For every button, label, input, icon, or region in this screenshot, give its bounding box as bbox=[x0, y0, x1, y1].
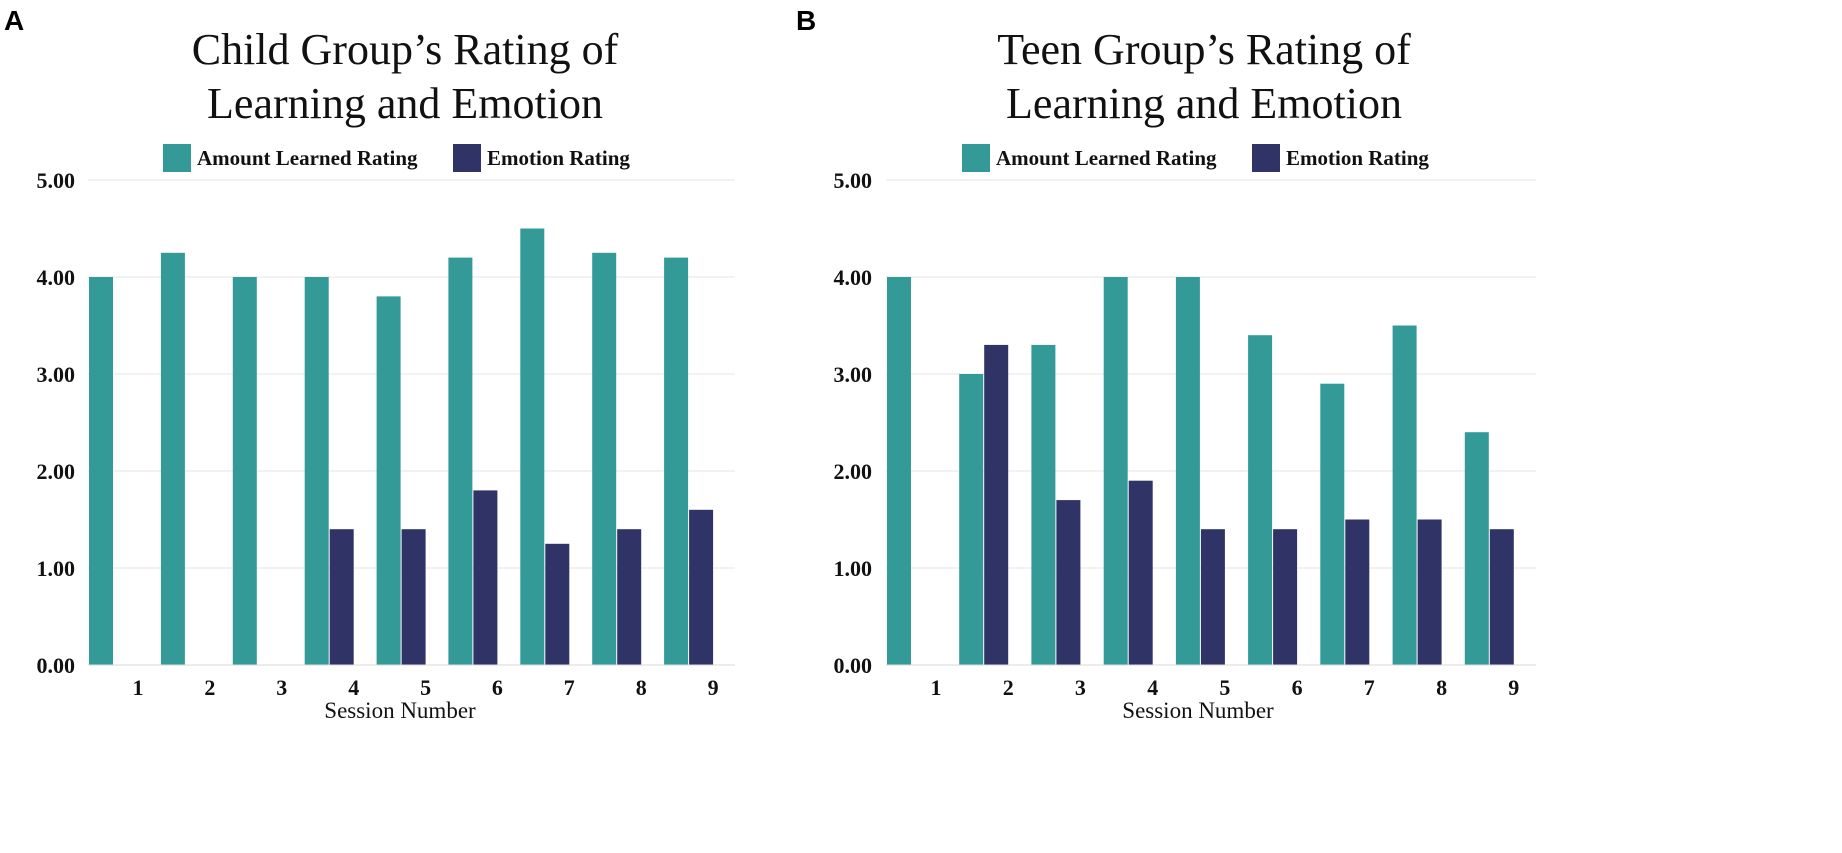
bar-amount-learned bbox=[959, 374, 984, 665]
bar-emotion bbox=[617, 529, 642, 665]
panel-letter: B bbox=[796, 5, 816, 36]
bar-emotion bbox=[1489, 529, 1514, 665]
y-tick-label: 3.00 bbox=[834, 362, 873, 387]
x-tick-label: 7 bbox=[564, 675, 575, 700]
bar-amount-learned bbox=[232, 277, 257, 665]
x-axis-label: Session Number bbox=[1122, 698, 1274, 723]
bar-emotion bbox=[545, 543, 570, 666]
chart-title-line-1: Teen Group’s Rating of bbox=[997, 25, 1411, 74]
y-tick-label: 5.00 bbox=[37, 168, 76, 193]
panel-letter: A bbox=[4, 5, 24, 36]
legend-swatch bbox=[1252, 144, 1280, 172]
y-tick-label: 0.00 bbox=[37, 653, 76, 678]
y-tick-label: 2.00 bbox=[37, 459, 76, 484]
x-tick-label: 1 bbox=[133, 675, 144, 700]
x-tick-label: 2 bbox=[204, 675, 215, 700]
bar-amount-learned bbox=[887, 277, 911, 665]
bar-amount-learned bbox=[89, 277, 113, 665]
x-tick-label: 5 bbox=[420, 675, 431, 700]
bar-emotion bbox=[1345, 519, 1370, 665]
legend-swatch bbox=[453, 144, 481, 172]
bar-amount-learned bbox=[1320, 383, 1345, 665]
y-tick-label: 1.00 bbox=[834, 556, 873, 581]
legend-label: Amount Learned Rating bbox=[996, 146, 1217, 170]
y-tick-label: 4.00 bbox=[834, 265, 873, 290]
x-tick-label: 8 bbox=[1436, 675, 1447, 700]
bar-emotion bbox=[473, 490, 498, 665]
bar-amount-learned bbox=[1031, 344, 1056, 665]
bar-amount-learned bbox=[1248, 335, 1273, 665]
x-tick-label: 3 bbox=[1075, 675, 1086, 700]
chart-title-line-2: Learning and Emotion bbox=[207, 79, 603, 128]
x-tick-label: 3 bbox=[276, 675, 287, 700]
bar-amount-learned bbox=[1175, 277, 1200, 665]
bar-emotion bbox=[1417, 519, 1442, 665]
y-tick-label: 5.00 bbox=[834, 168, 873, 193]
legend-label: Amount Learned Rating bbox=[197, 146, 418, 170]
chart-title-line-2: Learning and Emotion bbox=[1006, 79, 1402, 128]
x-tick-label: 2 bbox=[1003, 675, 1014, 700]
bar-amount-learned bbox=[520, 228, 545, 665]
x-tick-label: 4 bbox=[348, 675, 359, 700]
x-tick-label: 4 bbox=[1147, 675, 1158, 700]
bar-amount-learned bbox=[1392, 325, 1417, 665]
x-tick-label: 1 bbox=[931, 675, 942, 700]
bar-amount-learned bbox=[376, 296, 401, 665]
x-tick-label: 6 bbox=[492, 675, 503, 700]
bar-emotion bbox=[401, 529, 426, 665]
bar-emotion bbox=[329, 529, 354, 665]
x-tick-label: 8 bbox=[636, 675, 647, 700]
chart-title-line-1: Child Group’s Rating of bbox=[192, 25, 619, 74]
chart-panel-a: A Child Group’s Rating of Learning and Emo… bbox=[4, 5, 735, 723]
bar-emotion bbox=[1056, 500, 1081, 665]
bar-emotion bbox=[1200, 529, 1225, 665]
bar-amount-learned bbox=[448, 257, 473, 665]
legend-swatch bbox=[962, 144, 990, 172]
x-tick-label: 5 bbox=[1219, 675, 1230, 700]
bar-amount-learned bbox=[304, 277, 329, 665]
bar-amount-learned bbox=[664, 257, 689, 665]
legend-label: Emotion Rating bbox=[487, 146, 630, 170]
x-axis-label: Session Number bbox=[324, 698, 476, 723]
bar-amount-learned bbox=[1464, 432, 1489, 665]
bar-emotion bbox=[1128, 480, 1153, 665]
x-tick-label: 6 bbox=[1292, 675, 1303, 700]
bar-amount-learned bbox=[160, 252, 185, 666]
x-tick-label: 9 bbox=[708, 675, 719, 700]
bar-emotion bbox=[1273, 529, 1298, 665]
y-tick-label: 1.00 bbox=[37, 556, 76, 581]
chart-panel-b: B Teen Group’s Rating of Learning and Emot… bbox=[796, 5, 1536, 723]
y-tick-label: 4.00 bbox=[37, 265, 76, 290]
y-tick-label: 0.00 bbox=[834, 653, 873, 678]
bar-emotion bbox=[689, 509, 714, 665]
bar-amount-learned bbox=[592, 252, 617, 666]
y-tick-label: 3.00 bbox=[37, 362, 76, 387]
bar-amount-learned bbox=[1103, 277, 1128, 665]
legend-swatch bbox=[163, 144, 191, 172]
x-tick-label: 9 bbox=[1508, 675, 1519, 700]
bar-emotion bbox=[984, 344, 1009, 665]
x-tick-label: 7 bbox=[1364, 675, 1375, 700]
y-tick-label: 2.00 bbox=[834, 459, 873, 484]
legend-label: Emotion Rating bbox=[1286, 146, 1429, 170]
